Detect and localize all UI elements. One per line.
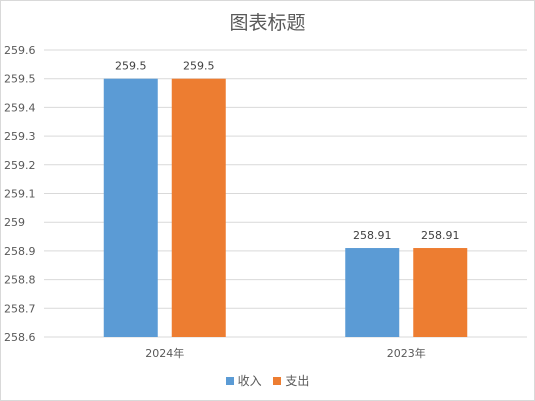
y-tick-label: 258.8 [4,274,36,287]
y-tick-label: 259.3 [4,130,36,143]
legend-item-expense: 支出 [273,372,309,389]
legend-swatch-expense [273,376,282,385]
legend: 收入 支出 [0,372,535,389]
y-tick-label: 259.2 [4,159,36,172]
x-tick-label: 2023年 [387,346,426,360]
y-tick-label: 259.4 [4,101,36,114]
y-tick-label: 259.1 [4,188,36,201]
y-tick-label: 258.7 [4,302,36,315]
data-label: 259.5 [183,60,215,73]
y-tick-label: 259.6 [4,44,36,57]
y-tick-label: 258.6 [4,331,36,344]
y-tick-label: 258.9 [4,245,36,258]
bar-1-0 [171,78,226,337]
data-label: 258.91 [353,229,392,242]
legend-swatch-income [225,376,234,385]
data-label: 259.5 [115,60,147,73]
y-tick-label: 259.5 [4,73,36,86]
chart-title: 图表标题 [229,12,306,34]
legend-label-expense: 支出 [285,374,310,388]
legend-label-income: 收入 [237,374,262,388]
bar-0-1 [345,248,400,337]
x-tick-label: 2024年 [145,346,184,360]
bar-1-1 [413,248,468,337]
bar-0-0 [103,78,158,337]
y-tick-label: 259 [4,216,25,229]
data-label: 258.91 [421,229,460,242]
legend-item-income: 收入 [225,372,262,389]
